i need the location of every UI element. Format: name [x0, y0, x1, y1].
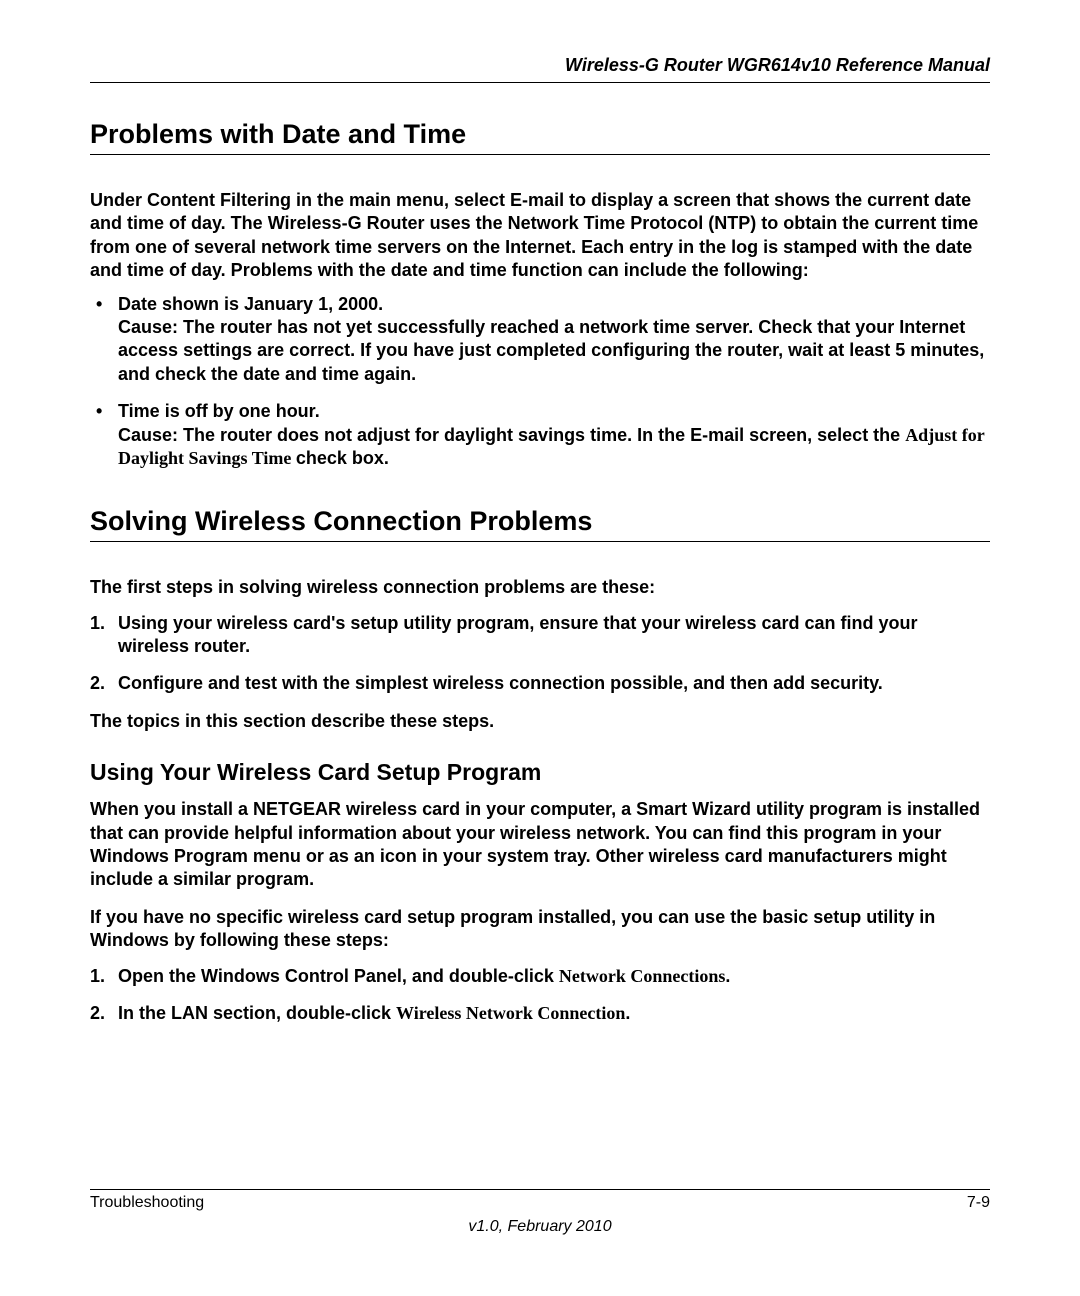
page-footer: Troubleshooting 7-9 v1.0, February 2010	[90, 1189, 990, 1236]
footer-row: Troubleshooting 7-9	[90, 1194, 990, 1212]
section3-p2: If you have no specific wireless card se…	[90, 906, 990, 953]
footer-left: Troubleshooting	[90, 1194, 204, 1212]
footer-rule	[90, 1189, 990, 1190]
section3-p1: When you install a NETGEAR wireless card…	[90, 798, 990, 892]
step-serif: Network Connections	[559, 966, 726, 986]
step-item: Open the Windows Control Panel, and doub…	[90, 965, 990, 988]
step-suffix: .	[725, 966, 730, 986]
section3-steps: Open the Windows Control Panel, and doub…	[90, 965, 990, 1026]
section2-steps: Using your wireless card's setup utility…	[90, 612, 990, 696]
step-prefix: In the LAN section, double-click	[118, 1003, 396, 1023]
bullet-head: Date shown is January 1, 2000.	[118, 294, 383, 314]
step-prefix: Open the Windows Control Panel, and doub…	[118, 966, 559, 986]
step-item: Using your wireless card's setup utility…	[90, 612, 990, 659]
bullet-body: Cause: The router has not yet successful…	[118, 317, 984, 384]
step-serif: Wireless Network Connection	[396, 1003, 625, 1023]
bullet-body-suffix: check box.	[296, 448, 389, 468]
subsection-title-card-setup: Using Your Wireless Card Setup Program	[90, 759, 990, 786]
section-rule	[90, 154, 990, 155]
document-page: Wireless-G Router WGR614v10 Reference Ma…	[0, 0, 1080, 1296]
footer-center: v1.0, February 2010	[90, 1218, 990, 1236]
section-title-wireless: Solving Wireless Connection Problems	[90, 506, 990, 537]
section2-outro: The topics in this section describe thes…	[90, 710, 990, 733]
bullet-item: Time is off by one hour. Cause: The rout…	[90, 400, 990, 470]
section1-intro: Under Content Filtering in the main menu…	[90, 189, 990, 283]
step-item: Configure and test with the simplest wir…	[90, 672, 990, 695]
step-suffix: .	[625, 1003, 630, 1023]
section1-bullet-list: Date shown is January 1, 2000. Cause: Th…	[90, 293, 990, 471]
section-title-date-time: Problems with Date and Time	[90, 119, 990, 150]
header-rule	[90, 82, 990, 83]
step-item: In the LAN section, double-click Wireles…	[90, 1002, 990, 1025]
bullet-head: Time is off by one hour.	[118, 401, 320, 421]
running-header: Wireless-G Router WGR614v10 Reference Ma…	[90, 55, 990, 76]
section2-intro: The first steps in solving wireless conn…	[90, 576, 990, 599]
section-rule	[90, 541, 990, 542]
bullet-item: Date shown is January 1, 2000. Cause: Th…	[90, 293, 990, 387]
bullet-body-prefix: Cause: The router does not adjust for da…	[118, 425, 905, 445]
footer-right: 7-9	[967, 1194, 990, 1212]
